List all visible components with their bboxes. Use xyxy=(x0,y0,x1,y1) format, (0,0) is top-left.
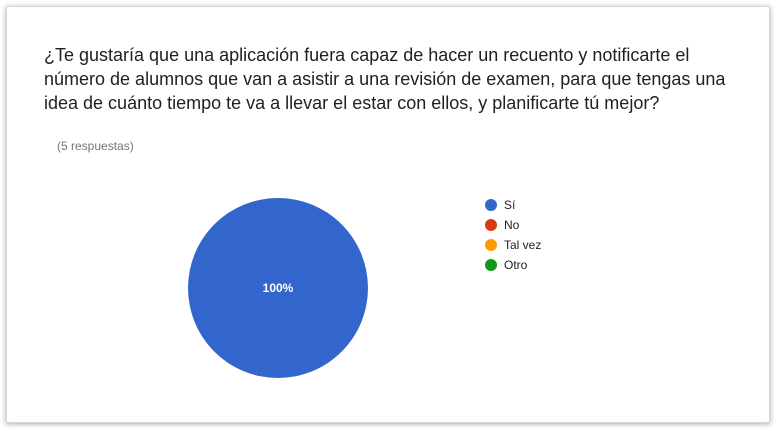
legend-swatch xyxy=(485,199,497,211)
legend-item: No xyxy=(485,215,541,235)
legend-item: Tal vez xyxy=(485,235,541,255)
legend-item: Sí xyxy=(485,195,541,215)
legend-item: Otro xyxy=(485,255,541,275)
legend-swatch xyxy=(485,239,497,251)
pie-slice-label-0: 100% xyxy=(263,281,294,295)
legend-label: Otro xyxy=(504,258,528,272)
pie-slice-0 xyxy=(188,198,368,378)
question-title: ¿Te gustaría que una aplicación fuera ca… xyxy=(44,45,726,113)
legend-swatch xyxy=(485,259,497,271)
pie-chart: 100% xyxy=(188,198,368,378)
legend-label: Tal vez xyxy=(504,238,542,252)
legend-swatch xyxy=(485,219,497,231)
response-summary-card: ¿Te gustaría que una aplicación fuera ca… xyxy=(6,6,770,423)
chart-legend: Sí No Tal vez Otro xyxy=(485,195,541,275)
response-count: (5 respuestas) xyxy=(57,139,134,153)
legend-label: No xyxy=(504,218,520,232)
legend-label: Sí xyxy=(504,198,516,212)
